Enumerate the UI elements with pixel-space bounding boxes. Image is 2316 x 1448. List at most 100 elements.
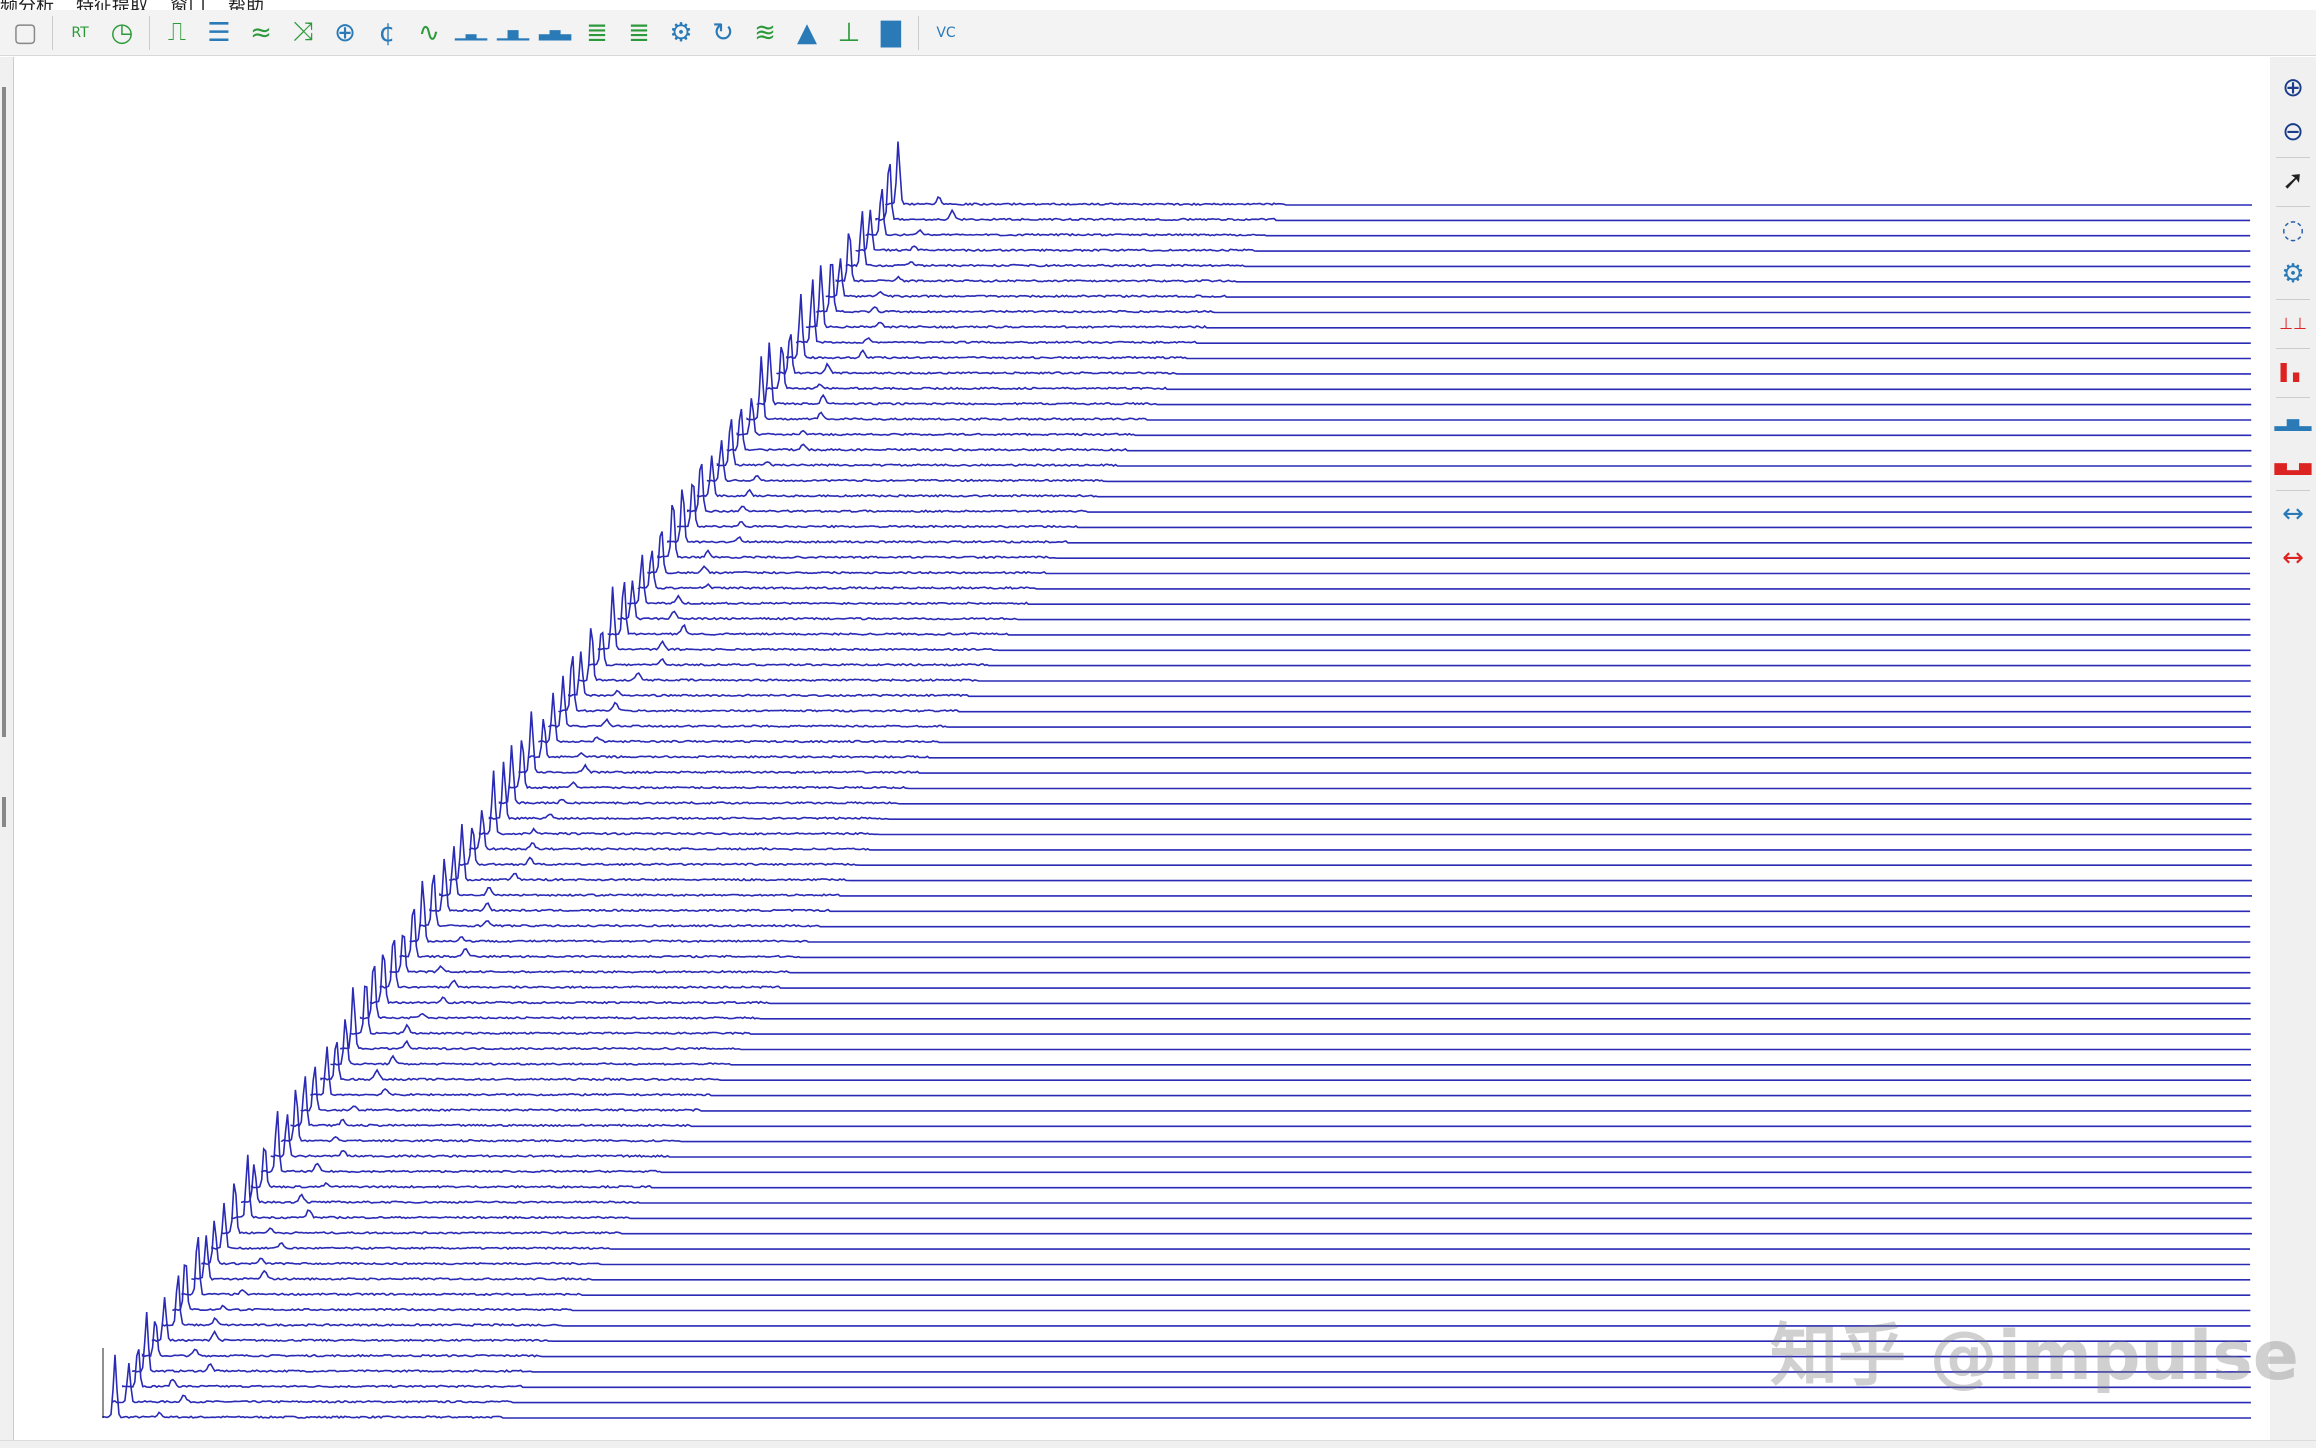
spectrum-trace (736, 398, 2252, 437)
sideband-range-icon[interactable]: ↔ (2282, 499, 2304, 529)
spectrum-trace (191, 1235, 2251, 1281)
zoom-out-icon[interactable]: ⊖ (2282, 117, 2304, 147)
spectrum-trace (607, 581, 2251, 636)
splitter-handle[interactable] (2, 797, 6, 827)
peak-cursor-icon[interactable]: ▌▖ (2280, 362, 2306, 382)
spectrum-trace (796, 279, 2251, 345)
spectrum-trace (379, 939, 2251, 990)
toolbar-separator (52, 15, 53, 50)
pointer-icon[interactable]: ➚ (2282, 166, 2304, 196)
waterfall-icon[interactable]: ≣ (586, 17, 608, 48)
spectrum-trace (845, 211, 2251, 268)
rt-trend-icon[interactable]: RT (71, 24, 89, 41)
sine-wave-icon[interactable]: ∿ (418, 17, 440, 48)
spectrum-trace (439, 846, 2252, 897)
zoom-in-icon[interactable]: ⊕ (2282, 73, 2304, 103)
waterfall-chart[interactable] (14, 57, 2270, 1440)
spectrum-trace (518, 711, 2252, 775)
spectrum-trace (498, 745, 2252, 805)
spectrum-trace (419, 874, 2251, 928)
pulse-wave-icon[interactable]: ⎍ (167, 17, 187, 47)
spectrum-trace (241, 1164, 2252, 1204)
spectrum-trace (528, 718, 2252, 759)
status-bar (0, 1440, 2316, 1448)
spectrum-trace (310, 1046, 2252, 1097)
toolbar-separator (2276, 299, 2310, 300)
spectrum-trace (756, 342, 2252, 406)
spectrum-trace (687, 463, 2252, 514)
spectrum-trace (835, 233, 2251, 283)
spectrum-trace (201, 1220, 2251, 1266)
list-icon[interactable]: ☰ (207, 17, 231, 48)
spectrum-trace (568, 651, 2251, 698)
orbit-icon[interactable]: ⊕ (334, 17, 356, 48)
multi-trend-icon[interactable]: ≈ (250, 17, 272, 48)
spectrum-trace (677, 483, 2252, 529)
vc-icon[interactable]: VC (936, 24, 956, 41)
spectrum-trace (350, 985, 2251, 1036)
spectrum-trace (359, 965, 2251, 1020)
spectrum-trace (172, 1263, 2251, 1312)
menu-bar: 频分析 特征提取 窗口 帮助 (0, 0, 286, 17)
time-trend-icon[interactable]: ◷ (110, 17, 134, 48)
toolbar-separator (2276, 490, 2310, 491)
spectrum-icon[interactable]: ▁▃▁ (454, 24, 488, 41)
spectrum-trace (855, 209, 2251, 253)
spectrum-trace (340, 987, 2251, 1051)
spectrum-trace (508, 740, 2252, 790)
scrollbar[interactable] (2, 87, 6, 737)
spectrum-wave-icon[interactable]: ⊥ (837, 17, 861, 48)
spectrum-trace (815, 263, 2251, 314)
bar-spectrum-icon[interactable]: ▇ (881, 17, 901, 48)
cross-trend-icon[interactable]: ⤨ (292, 17, 314, 47)
toolbar-separator (918, 15, 919, 50)
toolbar-separator (2276, 206, 2310, 207)
toolbar-separator (149, 15, 150, 50)
waterfall-plot[interactable] (14, 57, 2270, 1440)
spectrum-trace (776, 334, 2251, 375)
spectrum-trace (280, 1089, 2252, 1143)
multi-spectrum-icon[interactable]: ▃▅▃ (538, 24, 572, 41)
spectrum-trace (587, 631, 2251, 667)
left-panel-collapsed[interactable] (0, 57, 14, 1440)
sideband-icon[interactable]: ▂▅▂ (2274, 411, 2312, 431)
toolbar-separator (2276, 157, 2310, 158)
spectrum-trace (885, 141, 2252, 207)
spectrum-trace (746, 356, 2252, 421)
window-icon[interactable]: ▢ (12, 17, 38, 48)
spectrum-trace (865, 188, 2251, 237)
bearing-icon[interactable]: ◌ (2281, 215, 2305, 245)
centerline-icon[interactable]: ¢ (378, 17, 396, 48)
sideband-range-red-icon[interactable]: ↔ (2282, 543, 2304, 573)
spectrum-trace (270, 1114, 2252, 1158)
spectrum-trace (369, 954, 2251, 1005)
spectrum-trace (558, 656, 2251, 713)
toolbar-separator (2276, 348, 2310, 349)
spectrum-trace (459, 827, 2252, 867)
spectrum-trace (478, 770, 2252, 836)
gear-icon[interactable]: ⚙ (2281, 259, 2305, 289)
spectrum-trace (538, 692, 2252, 744)
spectrum-trace (468, 810, 2252, 851)
dual-wave-icon[interactable]: ≋ (754, 17, 776, 48)
spectrum-trace (429, 858, 2251, 913)
spectrum-trace (597, 586, 2251, 652)
sideband-red-icon[interactable]: ▅▂▅ (2274, 455, 2312, 475)
spectrum-trace (488, 761, 2252, 821)
spectrum-trace (617, 580, 2251, 621)
spectrum-trace (399, 908, 2251, 959)
spectrum-trace (122, 1349, 2251, 1389)
cepstrum-icon[interactable]: ▁▅▁ (496, 24, 530, 41)
circle-rotate-icon[interactable]: ↻ (712, 17, 734, 48)
gear-circle-icon[interactable]: ⚙ (669, 17, 693, 48)
spectrum-trace (151, 1297, 2251, 1343)
harmonic-cursor-icon[interactable]: ⊥⊥ (2279, 313, 2307, 333)
cascade-icon[interactable]: ≣ (628, 17, 650, 48)
spectrum-trace (330, 1019, 2251, 1066)
spectrum-trace (320, 1041, 2252, 1082)
spectrum-trace (250, 1146, 2252, 1189)
envelope-icon[interactable]: ▲ (797, 17, 817, 48)
spectrum-trace (875, 163, 2251, 222)
spectrum-trace (716, 419, 2252, 467)
spectrum-trace (548, 675, 2251, 728)
